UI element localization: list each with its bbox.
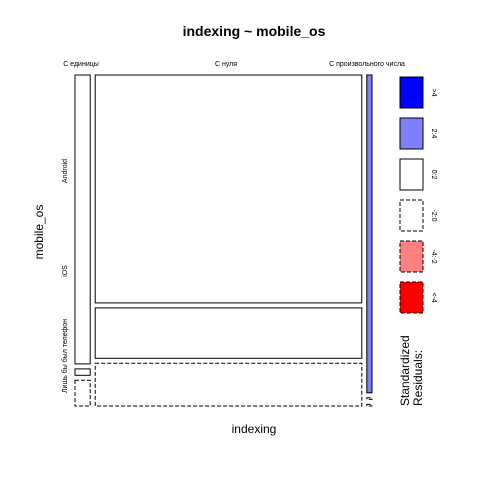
- residual-legend: >4 2:4 0:2 -2:0 -4:-2 <-4: [400, 77, 437, 313]
- chart-title: indexing ~ mobile_os: [183, 23, 326, 39]
- mosaic-tile-2-1: [95, 75, 362, 303]
- mosaic-tile-2-3: [95, 363, 362, 406]
- legend-label-5: -4:-2: [430, 249, 437, 264]
- legend-swatch-2: [400, 118, 423, 149]
- legend-swatch-3: [400, 159, 423, 190]
- mosaic-tile-1-3: [75, 380, 90, 406]
- y-category-label-1: Android: [62, 159, 69, 183]
- legend-swatch-6: [400, 282, 423, 313]
- mosaic-tile-1-1: [75, 75, 90, 364]
- legend-title-line1: Standardized: [398, 335, 412, 406]
- legend-label-3: 0:2: [430, 170, 437, 180]
- mosaic-tile-3-3: [367, 404, 372, 406]
- mosaic-tile-1-2: [75, 369, 90, 375]
- legend-label-2: 2:4: [430, 129, 437, 139]
- mosaic-tile-3-2: [367, 398, 372, 400]
- mosaic-tile-2-2: [95, 308, 362, 358]
- x-axis-title: indexing: [232, 422, 277, 436]
- legend-label-6: <-4: [430, 292, 437, 302]
- x-category-label-1: С единицы: [63, 61, 99, 68]
- mosaic-tiles: [75, 75, 372, 406]
- legend-label-1: >4: [430, 89, 437, 97]
- mosaic-tile-3-1: [367, 75, 372, 393]
- legend-label-4: -2:0: [430, 209, 437, 221]
- y-category-label-3: Лишь бы был телефон: [61, 319, 69, 393]
- y-category-label-2: iOS: [62, 265, 69, 277]
- legend-swatch-5: [400, 241, 423, 272]
- legend-swatch-4: [400, 200, 423, 231]
- x-category-label-3: С произвольного числа: [329, 61, 405, 68]
- y-axis-title: mobile_os: [32, 205, 46, 260]
- legend-swatch-1: [400, 77, 423, 108]
- x-category-label-2: С нуля: [215, 61, 237, 68]
- legend-title-line2: Residuals:: [411, 350, 425, 406]
